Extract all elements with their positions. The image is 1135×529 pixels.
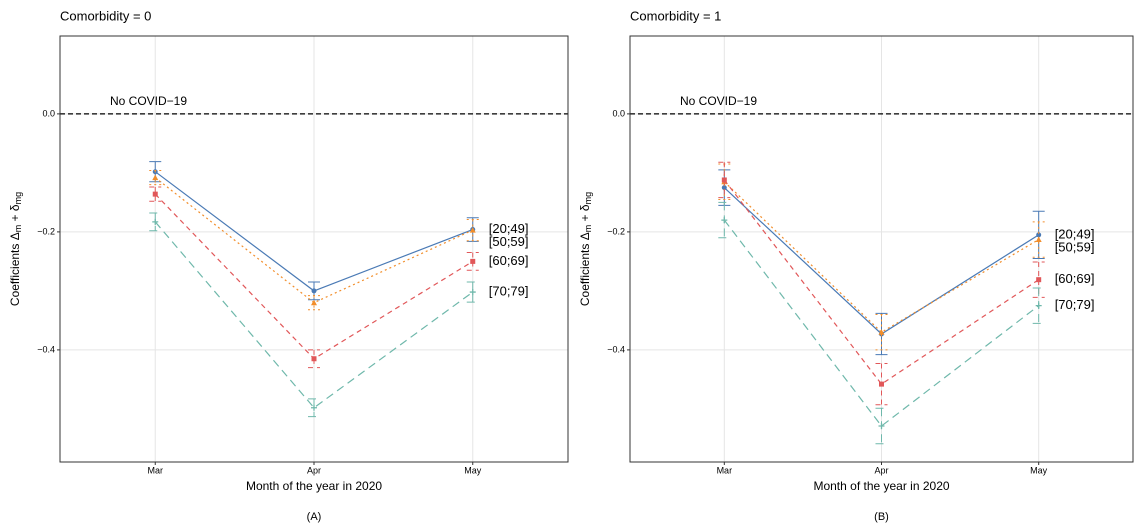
point <box>469 289 476 296</box>
error-bar <box>875 313 888 351</box>
point <box>879 381 884 387</box>
x-tick-label: Apr <box>307 465 321 475</box>
y-axis-title-part: + δ <box>8 204 22 225</box>
y-axis-title-part: m <box>13 225 23 233</box>
x-tick-label: Mar <box>148 465 164 475</box>
error-bar <box>308 295 320 311</box>
series-label: [70;79] <box>1055 297 1095 312</box>
y-axis-title-part: + δ <box>578 204 592 225</box>
reference-label: No COVID−19 <box>110 94 187 108</box>
series-label: [60;69] <box>1055 271 1095 286</box>
point <box>1035 236 1042 243</box>
y-axis-title-part: mg <box>583 192 593 205</box>
series-label: [20;49] <box>489 221 529 236</box>
y-axis-title: Coefficients Δm + δmg <box>8 192 23 306</box>
y-tick-label: 0.0 <box>612 108 625 118</box>
x-axis-title: Month of the year in 2020 <box>813 479 949 493</box>
panel-title: Comorbidity = 0 <box>60 8 151 23</box>
series-label: [70;79] <box>489 284 529 299</box>
y-tick-label: −0.2 <box>607 226 625 236</box>
error-bar <box>149 170 162 186</box>
series-label: [50;59] <box>489 234 529 249</box>
reference-label: No COVID−19 <box>680 94 757 108</box>
point <box>311 404 317 411</box>
point <box>721 185 727 191</box>
y-axis-title: Coefficients Δm + δmg <box>578 192 593 306</box>
x-tick-label: Mar <box>717 465 733 475</box>
error-bar <box>308 349 320 369</box>
error-bar <box>149 186 162 202</box>
point <box>721 177 727 183</box>
point <box>721 217 728 224</box>
point <box>1036 232 1042 238</box>
point <box>311 356 317 362</box>
point <box>311 288 317 294</box>
panel-label: (B) <box>874 511 889 523</box>
x-tick-label: May <box>464 465 482 475</box>
panel-title: Comorbidity = 1 <box>630 8 721 23</box>
y-axis-title-part: mg <box>13 192 23 205</box>
error-bar <box>466 252 479 271</box>
point <box>1036 277 1042 283</box>
series-line <box>723 179 1040 385</box>
error-bar <box>308 398 320 418</box>
series-label: [60;69] <box>489 253 529 268</box>
error-bar <box>149 212 162 232</box>
y-tick-label: −0.2 <box>37 226 55 236</box>
x-tick-label: Apr <box>874 465 888 475</box>
point <box>470 258 476 264</box>
series-line <box>154 221 474 409</box>
point <box>469 227 476 233</box>
y-tick-label: −0.4 <box>607 344 625 354</box>
x-tick-label: May <box>1030 465 1048 475</box>
y-axis-title-part: m <box>583 225 593 233</box>
series-label: [20;49] <box>1055 226 1095 241</box>
y-axis-title-part: Coefficients Δ <box>578 232 592 306</box>
plot-border <box>59 35 569 463</box>
x-axis-title: Month of the year in 2020 <box>246 479 382 493</box>
point <box>152 174 159 181</box>
plot-border <box>629 35 1134 463</box>
error-bar <box>1032 221 1045 258</box>
point <box>152 218 159 225</box>
y-tick-label: 0.0 <box>42 108 55 118</box>
point <box>152 191 158 197</box>
point <box>878 329 885 335</box>
series-line <box>723 219 1040 427</box>
series-label: [50;59] <box>1055 239 1095 254</box>
panel-label: (A) <box>307 511 322 523</box>
point <box>311 299 317 306</box>
point <box>1035 302 1042 309</box>
y-axis-title-part: Coefficients Δ <box>8 232 22 306</box>
error-bar <box>466 281 479 303</box>
point <box>878 423 885 430</box>
error-bar <box>718 161 731 199</box>
y-tick-label: −0.4 <box>37 344 55 354</box>
